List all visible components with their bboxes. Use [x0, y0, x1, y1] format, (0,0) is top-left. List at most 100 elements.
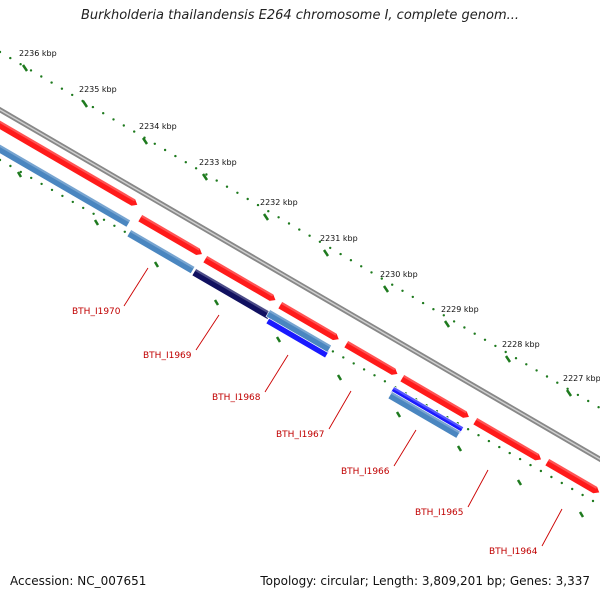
- ruler-dot: [122, 124, 126, 127]
- ruler-dot: [318, 240, 322, 243]
- inner-ruler-dot: [373, 374, 376, 377]
- ruler-dot: [91, 105, 95, 109]
- forward-gene-arrow: [277, 301, 340, 341]
- kbp-tick-label: 2234 kbp: [139, 122, 177, 131]
- inner-tick-mark: [93, 219, 100, 226]
- ruler-dot: [391, 283, 394, 286]
- ruler-dot: [29, 69, 33, 72]
- inner-ruler-dot: [352, 362, 355, 365]
- inner-ruler-dot: [71, 200, 75, 204]
- forward-gene-arrow: [137, 214, 203, 256]
- gene-label[interactable]: BTH_I1969: [143, 351, 192, 361]
- gene-label-leader: [264, 354, 289, 393]
- inner-tick-mark: [275, 336, 282, 343]
- forward-gene-arrow: [202, 255, 277, 302]
- kbp-tick-label: 2231 kbp: [320, 234, 358, 243]
- ruler-dot: [184, 161, 187, 164]
- kbp-tick-label: 2229 kbp: [441, 305, 479, 314]
- ruler-dot: [329, 246, 332, 250]
- gene-label[interactable]: BTH_I1968: [212, 393, 261, 403]
- inner-tick-mark: [395, 411, 402, 418]
- kbp-tick-mark: [443, 320, 451, 328]
- reverse-gene-bar: [389, 386, 465, 435]
- backbone: [0, 106, 600, 463]
- inner-tick-mark: [456, 445, 463, 452]
- gene-label[interactable]: BTH_I1965: [415, 508, 464, 518]
- forward-gene-arrow: [544, 458, 600, 494]
- ruler-dot: [576, 393, 580, 397]
- kbp-tick-mark: [201, 173, 209, 181]
- inner-ruler-dot: [560, 481, 563, 485]
- ruler-dot: [9, 56, 12, 60]
- gene-label[interactable]: BTH_I1970: [72, 307, 121, 317]
- gene-label[interactable]: BTH_I1966: [341, 467, 390, 477]
- kbp-tick-mark: [322, 249, 330, 257]
- ruler-dot: [370, 271, 373, 274]
- reverse-gene-bar: [191, 268, 273, 320]
- ruler-dot: [225, 185, 229, 188]
- inner-ruler-dot: [383, 380, 387, 383]
- ruler-dot: [339, 252, 342, 256]
- ruler-dot: [205, 173, 208, 176]
- ruler-dot: [360, 265, 363, 268]
- ruler-dot: [349, 259, 353, 262]
- ruler-dot: [473, 332, 476, 335]
- gene-label[interactable]: BTH_I1964: [489, 547, 538, 557]
- forward-gene-arrow: [0, 118, 139, 207]
- ruler-dot: [112, 118, 115, 121]
- inner-ruler-dot: [82, 206, 85, 210]
- ruler-dot: [421, 301, 425, 305]
- inner-ruler-dot: [466, 428, 470, 431]
- inner-tick-mark: [578, 511, 585, 518]
- ruler-dot: [411, 295, 414, 299]
- gene-label-leader: [541, 508, 563, 547]
- gene-features: [0, 118, 600, 494]
- inner-ruler-dot: [539, 469, 543, 473]
- inner-ruler-dot: [123, 230, 127, 233]
- ruler-dot: [71, 93, 74, 97]
- kbp-tick-label: 2235 kbp: [79, 85, 117, 94]
- backbone-highlight: [0, 109, 600, 460]
- reverse-gene-bar: [387, 391, 461, 439]
- inner-ruler-dot: [113, 224, 116, 227]
- inner-ruler-dot: [342, 356, 345, 359]
- inner-ruler-dot: [92, 212, 95, 215]
- ruler-dot: [267, 210, 270, 213]
- reverse-gene-bar: [0, 142, 131, 228]
- inner-ruler-dot: [550, 475, 553, 479]
- inner-tick-mark: [16, 171, 23, 178]
- ruler-dot: [163, 148, 167, 152]
- kbp-tick-label: 2230 kbp: [380, 270, 418, 279]
- ruler-dot: [60, 87, 64, 90]
- ruler-dot: [246, 197, 249, 201]
- inner-ruler-dot: [30, 176, 33, 180]
- ruler-dot: [525, 363, 528, 366]
- ruler-dot: [308, 234, 311, 237]
- gene-labels: BTH_I1970 BTH_I1969 BTH_I1968 BTH_I1967 BTH_…: [72, 267, 563, 557]
- kbp-tick-mark: [382, 285, 390, 293]
- inner-ruler-dot: [19, 170, 22, 174]
- gene-label[interactable]: BTH_I1967: [276, 430, 325, 440]
- kbp-tick-mark: [81, 100, 89, 108]
- ruler-dot: [287, 222, 291, 225]
- gene-label-leader: [123, 267, 149, 307]
- inner-ruler-dot: [581, 493, 584, 497]
- kbp-tick-mark: [504, 355, 512, 363]
- ruler-dot: [597, 406, 600, 409]
- reverse-gene-bar: [265, 309, 332, 353]
- inner-ruler-dot: [487, 439, 491, 443]
- kbp-tick-label: 2232 kbp: [260, 198, 298, 207]
- ruler-dot: [0, 50, 2, 54]
- ruler-dot: [556, 381, 559, 384]
- ruler-dot: [277, 216, 280, 219]
- inner-ruler-dot: [102, 218, 106, 221]
- ruler-dot: [566, 387, 569, 390]
- ruler-dot: [587, 399, 590, 403]
- kbp-tick-mark: [565, 389, 573, 397]
- inner-ruler-dot: [40, 182, 43, 186]
- inner-tick-mark: [153, 261, 160, 268]
- inner-ruler-dot: [61, 194, 64, 198]
- kbp-tick-label: 2227 kbp: [563, 374, 600, 383]
- ruler-dot: [504, 350, 507, 354]
